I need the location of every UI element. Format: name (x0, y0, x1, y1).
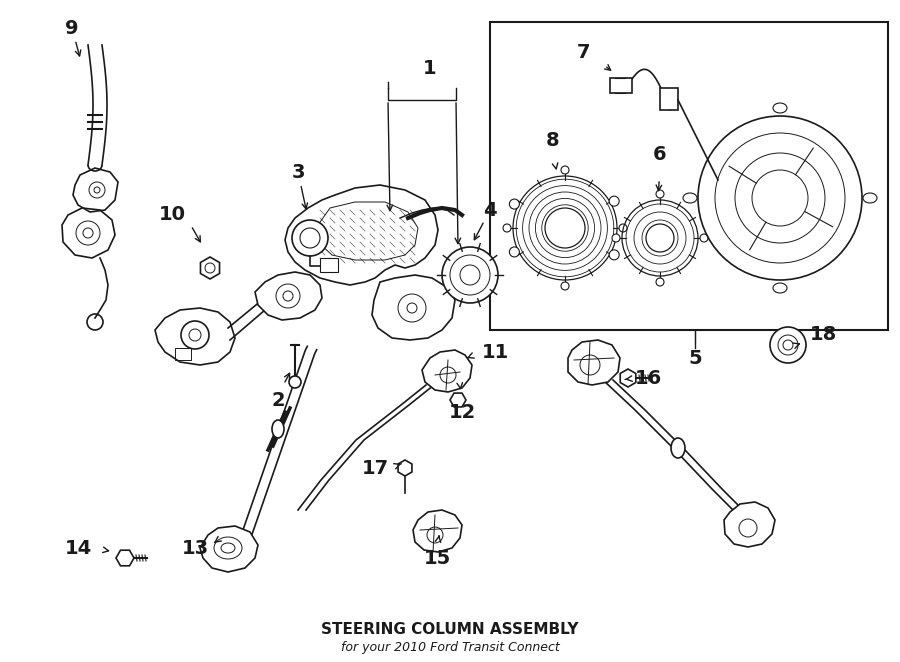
Polygon shape (620, 369, 635, 387)
Text: 1: 1 (423, 58, 436, 77)
Circle shape (561, 166, 569, 174)
Polygon shape (116, 550, 134, 566)
Circle shape (503, 224, 511, 232)
Circle shape (609, 196, 619, 206)
Circle shape (509, 199, 519, 209)
Polygon shape (255, 272, 322, 320)
Circle shape (94, 187, 100, 193)
Ellipse shape (272, 420, 284, 438)
Bar (320, 258, 338, 272)
Bar (490, 22, 888, 330)
Text: 16: 16 (634, 369, 662, 387)
Text: 3: 3 (292, 162, 305, 181)
Text: for your 2010 Ford Transit Connect: for your 2010 Ford Transit Connect (340, 641, 560, 655)
Polygon shape (372, 275, 455, 340)
Circle shape (656, 278, 664, 286)
Circle shape (289, 376, 301, 388)
Polygon shape (413, 510, 462, 552)
Circle shape (509, 247, 519, 257)
Circle shape (700, 234, 708, 242)
Polygon shape (200, 526, 258, 572)
Polygon shape (285, 185, 438, 285)
Ellipse shape (683, 193, 697, 203)
Polygon shape (201, 257, 220, 279)
Circle shape (561, 282, 569, 290)
Circle shape (656, 190, 664, 198)
Bar (610, 78, 632, 93)
Text: 8: 8 (546, 130, 560, 150)
Polygon shape (568, 340, 620, 385)
Circle shape (292, 220, 328, 256)
Ellipse shape (773, 103, 787, 113)
Text: 2: 2 (271, 391, 284, 410)
Text: 18: 18 (809, 326, 837, 344)
Circle shape (770, 327, 806, 363)
Text: 12: 12 (448, 402, 475, 422)
Text: 15: 15 (423, 549, 451, 567)
Circle shape (619, 224, 627, 232)
Text: 4: 4 (483, 201, 497, 220)
Text: 14: 14 (65, 538, 92, 557)
Text: STEERING COLUMN ASSEMBLY: STEERING COLUMN ASSEMBLY (321, 622, 579, 638)
Circle shape (609, 250, 619, 260)
Bar (175, 348, 191, 360)
Polygon shape (155, 308, 235, 365)
Text: 9: 9 (65, 19, 79, 38)
Ellipse shape (863, 193, 877, 203)
Ellipse shape (773, 283, 787, 293)
Text: 6: 6 (653, 146, 667, 164)
Text: 11: 11 (482, 342, 508, 361)
Bar (660, 88, 678, 110)
Text: 13: 13 (182, 538, 209, 557)
Text: 10: 10 (158, 205, 185, 224)
Circle shape (612, 234, 620, 242)
Circle shape (442, 247, 498, 303)
Polygon shape (724, 502, 775, 547)
Text: 17: 17 (362, 459, 389, 477)
Text: 7: 7 (576, 42, 590, 62)
Text: 5: 5 (688, 348, 702, 367)
Polygon shape (450, 393, 466, 407)
Polygon shape (422, 350, 472, 392)
Polygon shape (398, 460, 412, 476)
Ellipse shape (671, 438, 685, 458)
